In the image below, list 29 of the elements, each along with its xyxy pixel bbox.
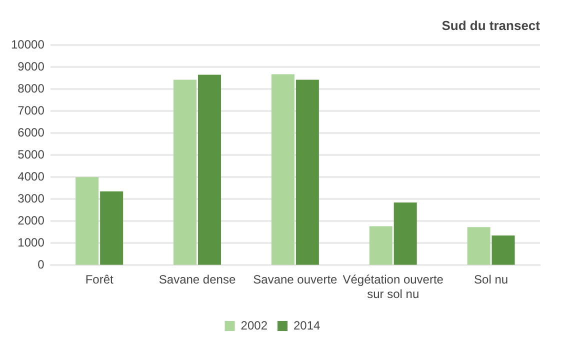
legend-label: 2014 (294, 318, 321, 332)
bar (492, 235, 515, 265)
bar (394, 202, 417, 265)
x-tick-label: Forêt (85, 272, 114, 287)
bar (174, 80, 197, 265)
bar (467, 227, 490, 265)
bar (271, 74, 294, 265)
bar (369, 226, 392, 265)
y-tick-label: 7000 (18, 103, 45, 118)
x-tick-label: Sol nu (474, 272, 508, 287)
y-tick-label: 10000 (10, 37, 45, 52)
bar (296, 80, 319, 265)
y-tick-label: 8000 (18, 81, 45, 96)
chart-title: Sud du transect (442, 18, 540, 33)
x-tick-label: Savane dense (158, 272, 236, 287)
y-tick-label: 4000 (18, 169, 45, 184)
y-tick-label: 9000 (18, 59, 45, 74)
x-tick-label: Savane ouverte (253, 272, 338, 287)
y-tick-label: 3000 (18, 191, 45, 206)
y-tick-label: 6000 (18, 125, 45, 140)
y-tick-label: 2000 (18, 213, 45, 228)
y-tick-label: 1000 (18, 235, 45, 250)
bar (76, 177, 99, 265)
legend-label: 2002 (240, 318, 268, 332)
y-tick-label: 0 (38, 258, 45, 272)
x-tick-label: Végétation ouverte sur sol nu (342, 272, 444, 302)
bar (198, 74, 222, 265)
y-tick-label: 5000 (18, 147, 45, 162)
bar (100, 191, 124, 265)
